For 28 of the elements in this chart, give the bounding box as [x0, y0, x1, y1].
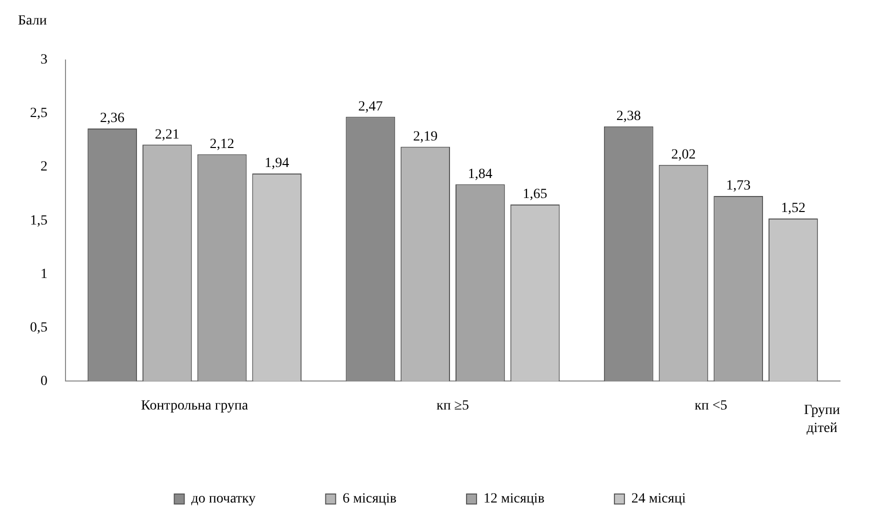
y-tick-label: 0 [40, 374, 48, 389]
data-label: 2,38 [616, 109, 641, 124]
data-label: 1,84 [468, 166, 492, 182]
x-tick-label: кп ≥5 [436, 398, 469, 414]
y-tick-label: 3 [40, 52, 48, 68]
y-tick-label: 2,5 [30, 106, 48, 122]
legend-label: 24 місяці [631, 492, 686, 507]
x-tick-label: кп <5 [694, 398, 728, 414]
legend-label: 12 місяців [484, 492, 545, 507]
data-label: 1,73 [726, 178, 751, 194]
data-label: 1,94 [264, 156, 290, 172]
y-axis-title: Бали [18, 14, 48, 29]
data-label: 2,02 [671, 148, 696, 163]
y-tick-label: 0,5 [30, 320, 48, 336]
y-tick-label: 2 [40, 160, 48, 175]
y-tick-label: 1 [40, 266, 48, 282]
data-label: 2,21 [154, 127, 180, 142]
data-label: 2,47 [358, 99, 383, 114]
legend-label: 6 місяців [342, 492, 397, 507]
legend-label: до початку [191, 492, 256, 507]
data-label: 1,52 [780, 201, 806, 216]
data-label: 2,12 [210, 136, 234, 152]
data-label: 2,19 [413, 129, 438, 144]
x-tick-label: Контрольна група [141, 398, 249, 414]
y-tick-label: 1,5 [30, 213, 48, 228]
x-axis-title: Групи дітей [804, 402, 841, 436]
data-label: 2,36 [100, 111, 125, 126]
data-label: 1,65 [522, 187, 548, 202]
